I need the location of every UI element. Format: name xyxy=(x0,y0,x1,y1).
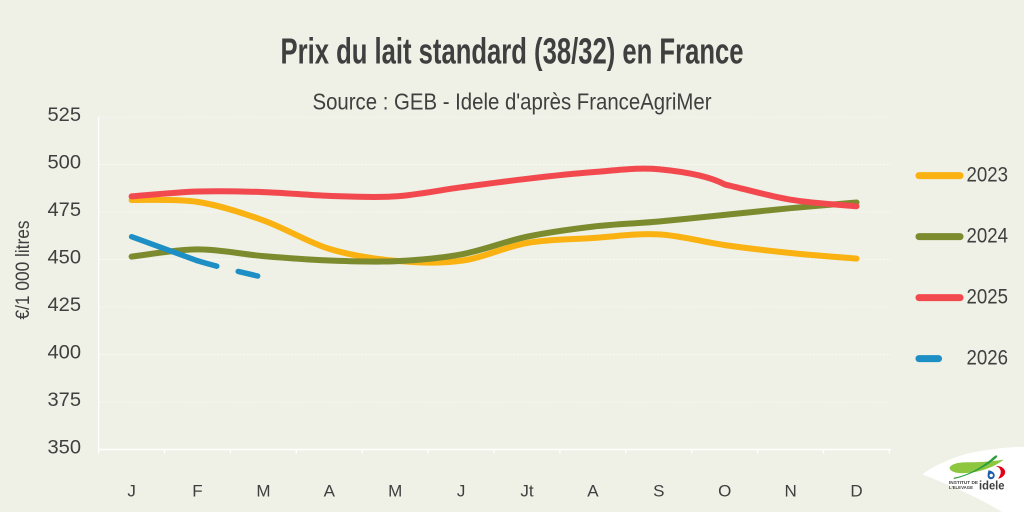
svg-text:2023: 2023 xyxy=(967,164,1009,187)
svg-text:2025: 2025 xyxy=(967,286,1009,309)
svg-text:400: 400 xyxy=(48,343,82,364)
svg-text:S: S xyxy=(653,482,664,501)
svg-text:D: D xyxy=(850,482,862,501)
svg-text:A: A xyxy=(324,482,336,501)
svg-text:O: O xyxy=(718,482,731,501)
svg-text:F: F xyxy=(192,482,202,501)
svg-text:450: 450 xyxy=(48,248,82,269)
svg-text:2024: 2024 xyxy=(967,225,1009,248)
svg-text:A: A xyxy=(587,482,599,501)
svg-text:Jt: Jt xyxy=(520,482,534,501)
svg-text:475: 475 xyxy=(48,200,82,221)
svg-text:idele: idele xyxy=(979,481,1005,493)
svg-text:Source : GEB - Idele d'après F: Source : GEB - Idele d'après FranceAgriM… xyxy=(313,89,712,115)
svg-text:M: M xyxy=(256,482,270,501)
svg-text:375: 375 xyxy=(48,390,82,411)
svg-text:525: 525 xyxy=(48,105,82,126)
svg-text:€/1 000 litres: €/1 000 litres xyxy=(13,221,34,320)
svg-text:350: 350 xyxy=(48,438,82,459)
svg-text:J: J xyxy=(127,482,136,501)
svg-text:J: J xyxy=(457,482,466,501)
svg-text:500: 500 xyxy=(48,153,82,174)
svg-text:M: M xyxy=(388,482,402,501)
svg-text:L'ELEVAGE: L'ELEVAGE xyxy=(949,485,973,490)
svg-text:2026: 2026 xyxy=(967,347,1009,370)
svg-text:INSTITUT DE: INSTITUT DE xyxy=(949,480,978,485)
svg-text:N: N xyxy=(784,482,796,501)
svg-text:Prix du lait standard (38/32): Prix du lait standard (38/32) en France xyxy=(281,31,744,72)
svg-text:425: 425 xyxy=(48,295,82,316)
